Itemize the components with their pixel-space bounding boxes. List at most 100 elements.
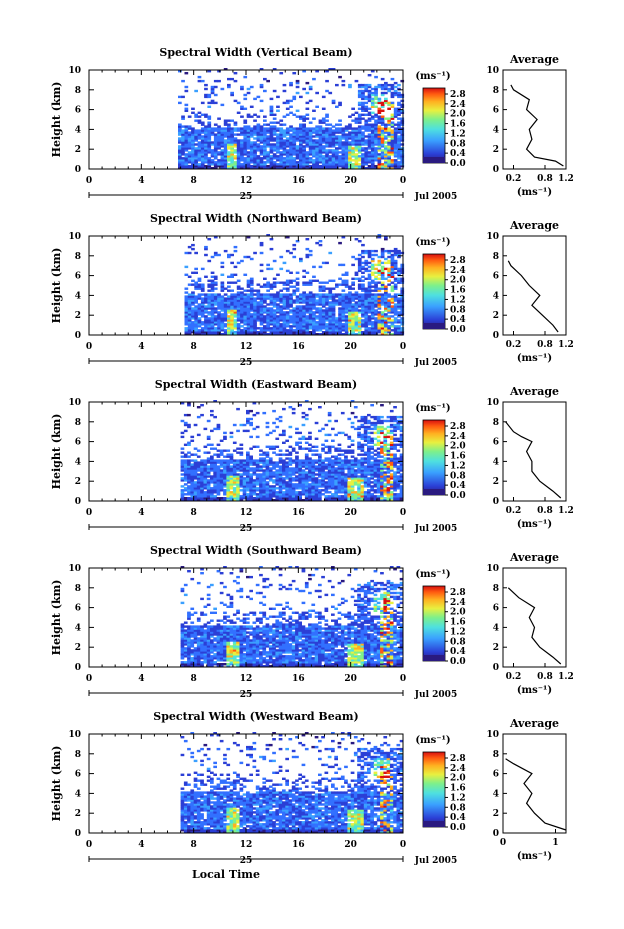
heatmap-cell: [357, 269, 362, 273]
heatmap-cell: [299, 327, 303, 330]
heatmap-cell: [354, 149, 359, 152]
heatmap-cell: [338, 293, 342, 296]
heatmap-cell: [367, 299, 372, 302]
heatmap-cell: [308, 431, 312, 435]
heatmap-cell: [328, 291, 333, 294]
heatmap-cell: [240, 319, 244, 322]
heatmap-cell: [351, 129, 355, 132]
heatmap-cell: [367, 273, 372, 276]
heatmap-cell: [187, 491, 191, 494]
heatmap-cell: [295, 493, 299, 496]
heatmap-cell: [331, 149, 336, 152]
heatmap-cell: [253, 143, 257, 146]
heatmap-cell: [282, 101, 287, 105]
heatmap-cell: [357, 147, 362, 150]
heatmap-cell: [210, 413, 214, 417]
heatmap-cell: [196, 479, 201, 482]
heatmap-cell: [253, 323, 257, 326]
heatmap-cell: [305, 159, 310, 162]
heatmap-cell: [397, 151, 401, 154]
heatmap-cell: [230, 141, 234, 144]
heatmap-cell: [298, 475, 302, 478]
heatmap-cell: [240, 129, 244, 132]
heatmap-cell: [282, 499, 286, 502]
heatmap-cell: [387, 143, 391, 146]
heatmap-cell: [374, 277, 378, 280]
heatmap-cell: [272, 125, 277, 128]
heatmap-cell: [308, 491, 312, 494]
heatmap-cell: [289, 153, 293, 156]
heatmap-cell: [377, 111, 382, 114]
heatmap-cell: [246, 161, 251, 164]
heatmap-cell: [204, 307, 208, 310]
heatmap-cell: [206, 459, 211, 462]
heatmap-cell: [305, 283, 310, 286]
heatmap-cell: [184, 135, 189, 138]
heatmap-cell: [334, 485, 338, 488]
heatmap-cell: [256, 149, 261, 152]
heatmap-cell: [191, 147, 195, 150]
heatmap-cell: [229, 475, 234, 478]
heatmap-cell: [348, 313, 352, 316]
heatmap-cell: [377, 329, 382, 332]
heatmap-cell: [200, 145, 205, 148]
heatmap-cell: [341, 131, 346, 134]
heatmap-cell: [351, 283, 355, 286]
heatmap-cell: [302, 299, 306, 302]
heatmap-cell: [390, 261, 395, 265]
heatmap-cell: [364, 121, 369, 124]
heatmap-cell: [213, 149, 218, 152]
heatmap-cell: [295, 491, 299, 494]
heatmap-cell: [341, 167, 346, 170]
heatmap-cell: [321, 469, 325, 472]
avg-x-label: (ms⁻¹): [517, 187, 552, 198]
heatmap-cell: [361, 311, 365, 314]
heatmap-cell: [213, 307, 218, 310]
heatmap-cell: [200, 483, 204, 486]
heatmap-cell: [377, 125, 382, 128]
heatmap-cell: [236, 329, 241, 332]
heatmap-cell: [207, 93, 212, 97]
heatmap-cell: [318, 471, 322, 474]
heatmap-cell: [246, 155, 251, 158]
heatmap-cell: [236, 311, 241, 314]
heatmap-cell: [335, 325, 339, 328]
heatmap-cell: [351, 151, 355, 154]
heatmap-cell: [354, 309, 359, 312]
heatmap-cell: [327, 449, 332, 452]
heatmap-cell: [269, 139, 274, 142]
heatmap-cell: [200, 499, 204, 502]
heatmap-cell: [184, 287, 189, 290]
heatmap-cell: [255, 499, 260, 502]
heatmap-cell: [364, 125, 369, 128]
heatmap-cell: [265, 473, 270, 476]
heatmap-cell: [367, 293, 372, 296]
heatmap-cell: [210, 299, 215, 302]
heatmap-cell: [269, 121, 274, 124]
heatmap-cell: [390, 301, 395, 304]
heatmap-cell: [344, 143, 349, 146]
heatmap-cell: [298, 441, 302, 444]
heatmap-cell: [361, 149, 365, 152]
heatmap-cell: [181, 153, 185, 156]
heatmap-cell: [344, 155, 349, 158]
heatmap-cell: [204, 145, 208, 148]
heatmap-cell: [276, 321, 280, 324]
heatmap-cell: [272, 68, 277, 71]
heatmap-cell: [217, 133, 221, 136]
heatmap-cell: [380, 141, 385, 144]
heatmap-cell: [268, 479, 273, 482]
heatmap-cell: [380, 121, 385, 124]
heatmap-cell: [240, 107, 244, 110]
heatmap-cell: [318, 149, 323, 152]
heatmap-cell: [210, 479, 214, 482]
heatmap-cell: [312, 163, 316, 166]
heatmap-cell: [377, 129, 382, 132]
heatmap-cell: [377, 139, 382, 142]
heatmap-cell: [183, 459, 188, 462]
heatmap-cell: [223, 123, 228, 126]
avg-y-tick-label: 4: [493, 125, 499, 135]
heatmap-cell: [370, 155, 375, 158]
heatmap-cell: [361, 91, 365, 95]
heatmap-cell: [357, 95, 362, 99]
